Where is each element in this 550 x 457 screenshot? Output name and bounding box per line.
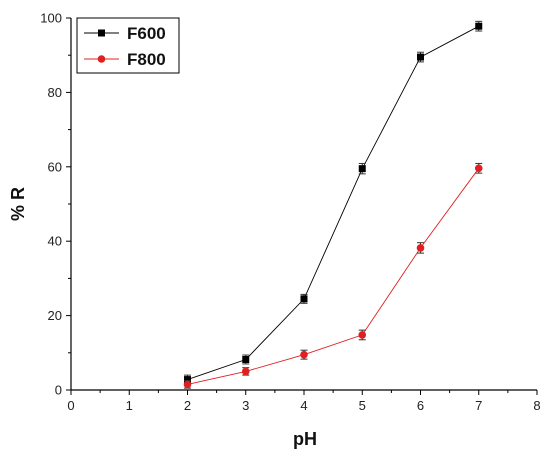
data-point xyxy=(241,367,250,376)
x-tick-label: 6 xyxy=(417,398,424,413)
legend-swatch-marker xyxy=(98,29,105,37)
data-point xyxy=(474,164,483,173)
y-tick-label: 40 xyxy=(48,234,62,249)
legend-label: F600 xyxy=(127,24,166,43)
data-point xyxy=(416,244,425,252)
x-tick-label: 2 xyxy=(184,398,191,413)
x-tick-label: 3 xyxy=(242,398,249,413)
legend-swatch-marker xyxy=(97,55,106,63)
x-axis-label: pH xyxy=(293,429,317,449)
series-line xyxy=(187,25,480,381)
x-tick-label: 0 xyxy=(67,398,74,413)
series-f800 xyxy=(183,162,483,389)
data-point xyxy=(358,331,367,339)
data-point xyxy=(242,355,250,363)
axes xyxy=(70,18,537,391)
x-tick-label: 5 xyxy=(359,398,366,413)
y-tick-label: 60 xyxy=(48,159,62,174)
x-tick-label: 1 xyxy=(126,398,133,413)
legend: F600 F800 xyxy=(76,17,180,74)
legend-label: F800 xyxy=(127,50,166,69)
x-ticks: 0 1 2 3 4 5 6 7 8 xyxy=(67,390,541,413)
x-tick-label: 8 xyxy=(533,398,540,413)
y-axis-label: % R xyxy=(8,187,28,221)
data-point xyxy=(417,53,424,61)
data-point xyxy=(184,376,191,384)
y-tick-label: 100 xyxy=(40,11,62,26)
data-point xyxy=(358,165,366,173)
y-ticks: 0 20 40 60 80 100 xyxy=(40,11,71,398)
legend-box xyxy=(76,17,180,74)
data-point xyxy=(475,22,483,30)
series-f600 xyxy=(184,20,483,385)
y-tick-label: 20 xyxy=(48,308,62,323)
x-tick-label: 7 xyxy=(475,398,482,413)
y-tick-label: 80 xyxy=(48,85,62,100)
y-tick-label: 0 xyxy=(55,383,62,398)
series-layer xyxy=(183,20,483,389)
series-line xyxy=(187,168,480,385)
data-point xyxy=(300,350,308,359)
x-tick-label: 4 xyxy=(300,398,307,413)
data-point xyxy=(300,295,308,303)
data-point xyxy=(183,380,192,389)
